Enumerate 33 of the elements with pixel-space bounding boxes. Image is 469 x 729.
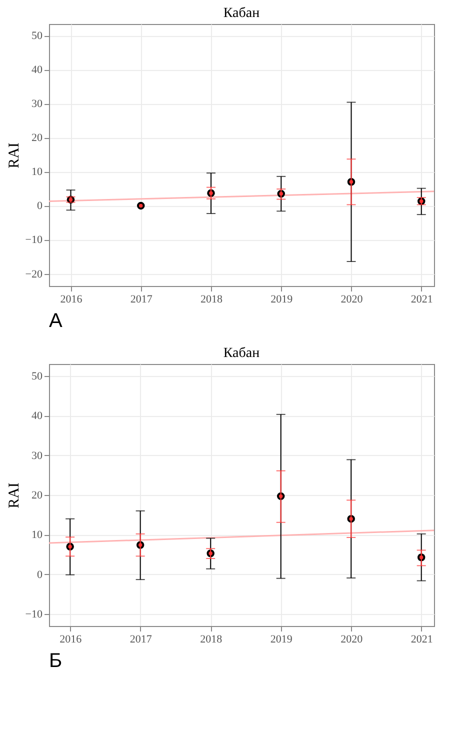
- y-tick-label: 0: [37, 200, 43, 212]
- y-tick-label: −20: [25, 268, 43, 280]
- chart-title: Кабан: [223, 6, 260, 21]
- y-tick-label: 30: [32, 450, 43, 462]
- y-tick-label: 0: [37, 568, 43, 581]
- x-tick-label: 2019: [270, 294, 294, 306]
- y-tick-label: 50: [32, 370, 43, 382]
- y-tick-label: 20: [32, 490, 43, 502]
- x-tick-label: 2021: [410, 634, 433, 646]
- y-tick-label: −10: [25, 608, 43, 621]
- y-tick-label: 10: [32, 166, 43, 178]
- y-tick-label: −10: [25, 234, 43, 246]
- x-tick-label: 2019: [270, 634, 293, 646]
- x-tick-label: 2016: [60, 634, 82, 646]
- text: Б: [49, 650, 62, 672]
- y-tick-label: 30: [32, 98, 43, 110]
- chart-title: Кабан: [223, 346, 260, 361]
- x-tick-label: 2020: [340, 634, 364, 646]
- y-tick-label: 20: [32, 132, 43, 144]
- x-tick-label: 2020: [340, 294, 364, 306]
- x-tick-label: 2017: [130, 634, 152, 646]
- x-tick-label: 2021: [410, 294, 433, 306]
- x-tick-label: 2016: [60, 294, 83, 306]
- x-tick-label: 2018: [200, 634, 223, 646]
- x-tick-label: 2018: [200, 294, 223, 306]
- y-tick-label: 40: [32, 64, 43, 76]
- y-axis-title: RAI: [6, 482, 22, 508]
- y-axis-title: RAI: [6, 142, 22, 168]
- x-tick-label: 2017: [130, 294, 153, 306]
- y-tick-label: 50: [32, 30, 43, 42]
- y-tick-label: 10: [32, 529, 43, 542]
- text: А: [49, 310, 63, 332]
- y-tick-label: 40: [32, 410, 43, 422]
